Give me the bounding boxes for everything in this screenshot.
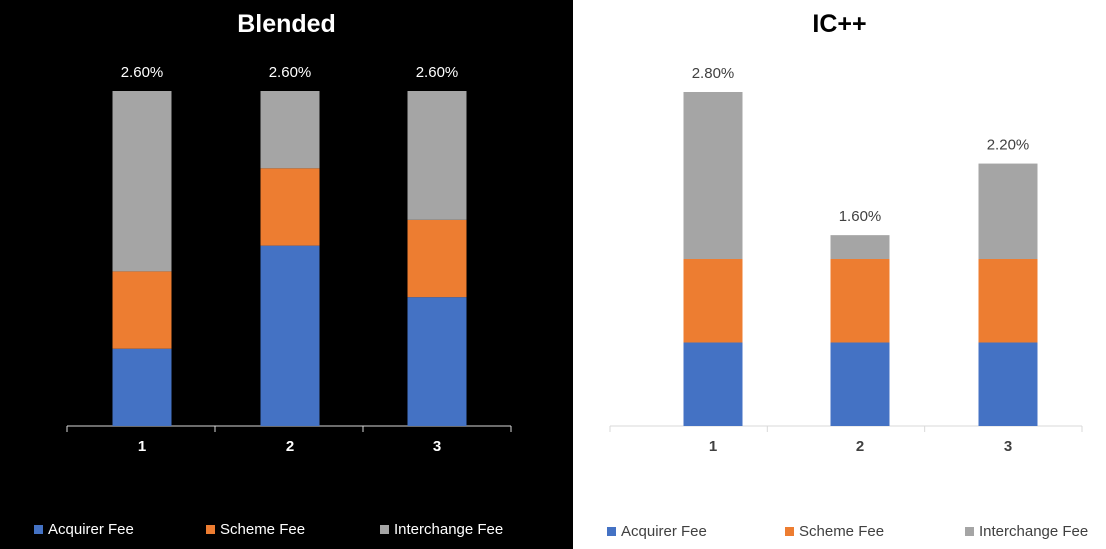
legend-item: Interchange Fee	[965, 523, 1088, 540]
icpp-chart-panel: IC++ 2.80% 1 1.60% 2 2.20% 3 Acquirer Fee Sche…	[573, 0, 1106, 549]
x-tick-label: 3	[433, 438, 441, 455]
legend-swatch	[206, 525, 215, 534]
bar-total-label: 2.60%	[121, 64, 164, 81]
legend-item: Scheme Fee	[785, 523, 884, 540]
icpp-chart-title: IC++	[812, 10, 867, 38]
bar-segment-interchange-fee	[407, 91, 467, 220]
legend-swatch	[380, 525, 389, 534]
bar-segment-scheme-fee	[978, 259, 1038, 343]
bar-segment-acquirer-fee	[112, 348, 172, 426]
blended-chart-title: Blended	[237, 10, 336, 38]
bar-segment-interchange-fee	[112, 91, 172, 272]
legend-label: Acquirer Fee	[621, 523, 707, 540]
legend-item: Acquirer Fee	[34, 521, 134, 538]
bar-segment-acquirer-fee	[683, 342, 743, 426]
bar-segment-scheme-fee	[112, 271, 172, 349]
bar-total-label: 2.80%	[692, 65, 735, 82]
legend-item: Interchange Fee	[380, 521, 503, 538]
legend-item: Scheme Fee	[206, 521, 305, 538]
legend-label: Interchange Fee	[394, 521, 504, 538]
bar-segment-acquirer-fee	[830, 342, 890, 426]
bar-segment-acquirer-fee	[260, 245, 320, 426]
bar-total-label: 2.60%	[416, 64, 459, 81]
bar-total-label: 2.60%	[269, 64, 312, 81]
bar-segment-interchange-fee	[683, 92, 743, 259]
legend-swatch	[34, 525, 43, 534]
bar-total-label: 1.60%	[839, 208, 882, 225]
legend-label: Scheme Fee	[220, 521, 306, 538]
x-tick-label: 1	[709, 438, 717, 455]
legend-label: Scheme Fee	[799, 523, 885, 540]
bar-segment-scheme-fee	[830, 259, 890, 343]
bar-segment-scheme-fee	[260, 168, 320, 246]
legend-label: Acquirer Fee	[48, 521, 134, 538]
x-tick-label: 2	[286, 438, 294, 455]
icpp-chart: 2.80% 1 1.60% 2 2.20% 3	[609, 65, 1083, 455]
bar-total-label: 2.20%	[987, 137, 1030, 154]
bar-segment-acquirer-fee	[978, 342, 1038, 426]
blended-chart: 2.60% 1 2.60% 2 2.60% 3	[66, 64, 512, 455]
x-tick-label: 1	[138, 438, 146, 455]
blended-chart-panel: Blended 2.60% 1 2.60% 2 2.60% 3 Acquirer Fee S…	[0, 0, 573, 549]
bar-segment-interchange-fee	[830, 235, 890, 259]
legend-swatch	[785, 527, 794, 536]
bar-segment-scheme-fee	[683, 259, 743, 343]
legend-label: Interchange Fee	[979, 523, 1089, 540]
bar-segment-interchange-fee	[978, 163, 1038, 259]
bar-segment-scheme-fee	[407, 219, 467, 298]
legend-swatch	[607, 527, 616, 536]
x-tick-label: 2	[856, 438, 864, 455]
x-tick-label: 3	[1004, 438, 1012, 455]
legend-item: Acquirer Fee	[607, 523, 707, 540]
bar-segment-interchange-fee	[260, 91, 320, 169]
bar-segment-acquirer-fee	[407, 297, 467, 426]
legend-swatch	[965, 527, 974, 536]
